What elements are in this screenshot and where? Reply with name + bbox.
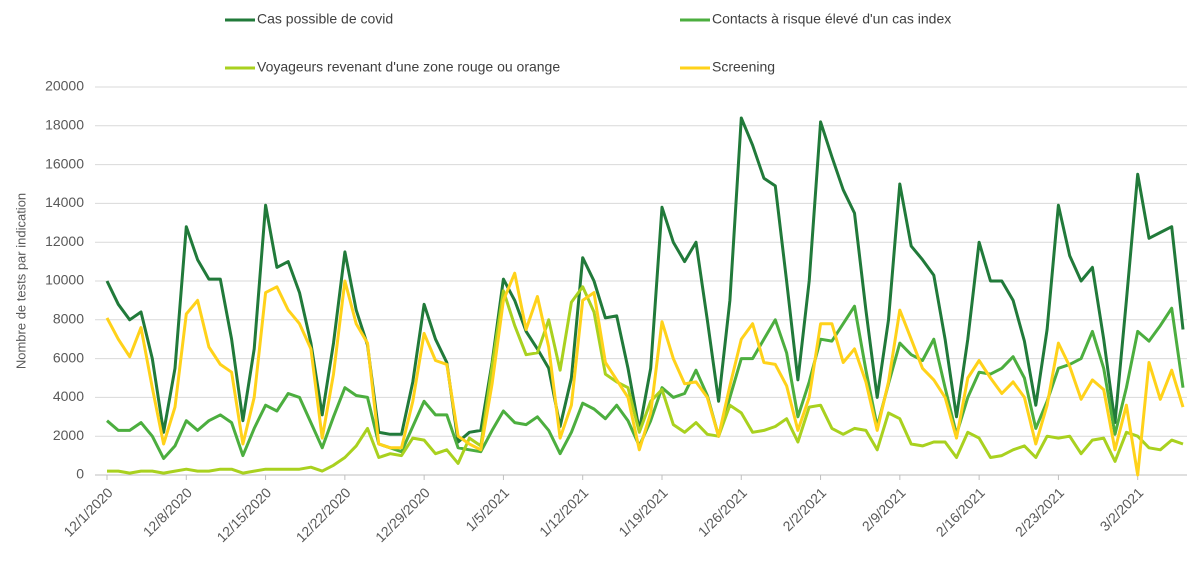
x-tick-label: 1/26/2021 (695, 484, 751, 540)
x-tick-label: 1/19/2021 (615, 484, 671, 540)
y-tick-label: 6000 (53, 349, 84, 365)
legend-label: Contacts à risque élevé d'un cas index (712, 11, 951, 27)
legend-label: Voyageurs revenant d'une zone rouge ou o… (257, 59, 560, 75)
y-tick-label: 8000 (53, 311, 84, 327)
x-tick-label: 12/8/2020 (140, 484, 196, 540)
x-tick-label: 12/29/2020 (372, 484, 433, 545)
series-line (105, 271, 1185, 477)
x-tick-label: 2/2/2021 (779, 484, 829, 534)
y-tick-label: 16000 (45, 155, 84, 171)
legend-label: Screening (712, 59, 775, 75)
y-tick-label: 14000 (45, 194, 84, 210)
x-tick-label: 12/1/2020 (60, 484, 116, 540)
x-tick-label: 2/23/2021 (1012, 484, 1068, 540)
series-line (105, 116, 1185, 444)
y-tick-label: 20000 (45, 78, 84, 94)
y-axis-label: Nombre de tests par indication (13, 193, 28, 369)
series-line (107, 285, 1184, 475)
y-tick-label: 2000 (53, 427, 84, 443)
y-tick-label: 0 (76, 466, 84, 482)
x-tick-label: 12/15/2020 (213, 484, 274, 545)
x-tick-label: 3/2/2021 (1097, 484, 1147, 534)
x-tick-label: 12/22/2020 (293, 484, 354, 545)
x-tick-label: 2/16/2021 (933, 484, 989, 540)
y-tick-label: 4000 (53, 388, 84, 404)
legend-label: Cas possible de covid (257, 11, 393, 27)
y-tick-label: 12000 (45, 233, 84, 249)
x-tick-label: 2/9/2021 (859, 484, 909, 534)
y-tick-label: 18000 (45, 117, 84, 133)
x-tick-label: 1/12/2021 (536, 484, 592, 540)
x-tick-label: 1/5/2021 (462, 484, 512, 534)
y-tick-label: 10000 (45, 272, 84, 288)
